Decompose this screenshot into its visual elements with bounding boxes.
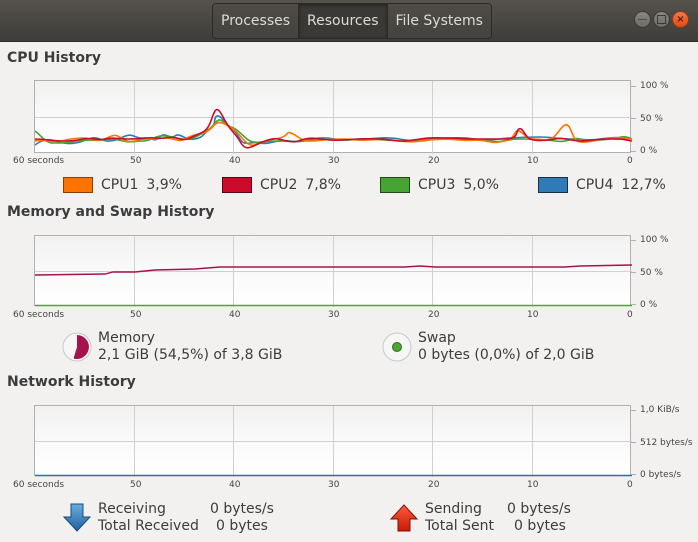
memory-pie-icon[interactable]	[62, 332, 92, 362]
total-sent-value: 0 bytes	[514, 518, 566, 534]
network-graph	[34, 405, 632, 477]
y-tick	[631, 474, 636, 475]
legend-label: CPU4	[576, 177, 614, 193]
legend-label: CPU2	[260, 177, 298, 193]
maximize-icon	[657, 15, 666, 24]
memory-y-label-50: 50 %	[640, 268, 663, 278]
legend-cpu3: CPU3 5,0%	[380, 177, 499, 193]
network-x-label: 50	[130, 480, 142, 490]
network-x-label: 60 seconds	[13, 480, 65, 490]
cpu2-color-button[interactable]	[222, 177, 252, 193]
tab-processes[interactable]: Processes	[213, 4, 300, 38]
network-x-label: 10	[527, 480, 539, 490]
memory-y-label-0: 0 %	[640, 300, 658, 310]
memory-x-label: 0	[627, 310, 633, 320]
receiving-summary: Receiving 0 bytes/s Total Received 0 byt…	[62, 501, 274, 535]
cpu4-color-button[interactable]	[538, 177, 568, 193]
swap-detail: 0 bytes (0,0%) of 2,0 GiB	[418, 347, 595, 363]
cpu-x-label: 10	[527, 156, 539, 166]
cpu-history-title: CPU History	[7, 50, 101, 66]
minimize-icon: —	[637, 13, 648, 25]
memory-x-label: 60 seconds	[13, 310, 65, 320]
cpu-x-label: 30	[328, 156, 340, 166]
legend-label: CPU1	[101, 177, 139, 193]
maximize-button[interactable]	[653, 11, 670, 28]
y-tick	[631, 151, 636, 152]
legend-label: CPU3	[418, 177, 456, 193]
memory-x-label: 50	[130, 310, 142, 320]
minimize-button[interactable]: —	[634, 11, 651, 28]
close-icon: ×	[676, 13, 685, 25]
cpu3-color-button[interactable]	[380, 177, 410, 193]
swap-pie-icon[interactable]	[382, 332, 412, 362]
network-x-label: 0	[627, 480, 633, 490]
network-y-label-0: 0 bytes/s	[640, 470, 682, 480]
legend-value: 12,7%	[621, 177, 666, 193]
memory-graph	[34, 235, 632, 307]
close-button[interactable]: ×	[672, 11, 689, 28]
y-tick	[631, 118, 636, 119]
download-arrow-icon[interactable]	[62, 503, 92, 533]
cpu-y-label-0: 0 %	[640, 146, 658, 156]
y-tick	[631, 442, 636, 443]
network-x-label: 40	[229, 480, 241, 490]
network-y-label-max: 1,0 KiB/s	[640, 405, 680, 415]
memory-summary: Memory 2,1 GiB (54,5%) of 3,8 GiB	[62, 330, 282, 364]
cpu-x-label: 40	[229, 156, 241, 166]
memory-label: Memory	[98, 330, 155, 346]
legend-cpu2: CPU2 7,8%	[222, 177, 341, 193]
cpu-x-label: 20	[428, 156, 440, 166]
cpu-y-label-50: 50 %	[640, 114, 663, 124]
upload-arrow-icon[interactable]	[389, 503, 419, 533]
network-y-label-mid: 512 bytes/s	[640, 438, 693, 448]
legend-value: 3,9%	[146, 177, 182, 193]
y-tick	[631, 304, 636, 305]
network-x-label: 20	[428, 480, 440, 490]
network-x-label: 30	[328, 480, 340, 490]
y-tick	[631, 86, 636, 87]
memory-x-label: 20	[428, 310, 440, 320]
swap-summary: Swap 0 bytes (0,0%) of 2,0 GiB	[382, 330, 594, 364]
memory-x-label: 40	[229, 310, 241, 320]
cpu-x-label: 0	[627, 156, 633, 166]
swap-label: Swap	[418, 330, 456, 346]
memory-x-label: 10	[527, 310, 539, 320]
sending-label: Sending	[425, 501, 482, 517]
cpu-y-label-100: 100 %	[640, 81, 669, 91]
memory-history-title: Memory and Swap History	[7, 204, 215, 220]
cpu-graph	[34, 80, 632, 154]
cpu1-color-button[interactable]	[63, 177, 93, 193]
header-bar: Processes Resources File Systems — ×	[0, 0, 698, 42]
memory-y-label-100: 100 %	[640, 235, 669, 245]
memory-x-label: 30	[328, 310, 340, 320]
sending-summary: Sending 0 bytes/s Total Sent 0 bytes	[389, 501, 571, 535]
receiving-value: 0 bytes/s	[210, 501, 274, 517]
receiving-label: Receiving	[98, 501, 166, 517]
total-received-value: 0 bytes	[216, 518, 268, 534]
total-sent-label: Total Sent	[425, 518, 495, 534]
tab-file-systems[interactable]: File Systems	[387, 4, 491, 38]
legend-value: 5,0%	[463, 177, 499, 193]
tab-resources[interactable]: Resources	[299, 4, 388, 38]
legend-cpu1: CPU1 3,9%	[63, 177, 182, 193]
y-tick	[631, 240, 636, 241]
cpu-x-label: 60 seconds	[13, 156, 65, 166]
legend-cpu4: CPU4 12,7%	[538, 177, 666, 193]
y-tick	[631, 272, 636, 273]
view-switcher: Processes Resources File Systems	[212, 3, 492, 39]
legend-value: 7,8%	[305, 177, 341, 193]
total-received-label: Total Received	[98, 518, 199, 534]
network-history-title: Network History	[7, 374, 136, 390]
cpu-x-label: 50	[130, 156, 142, 166]
sending-value: 0 bytes/s	[507, 501, 571, 517]
memory-detail: 2,1 GiB (54,5%) of 3,8 GiB	[98, 347, 283, 363]
y-tick	[631, 410, 636, 411]
